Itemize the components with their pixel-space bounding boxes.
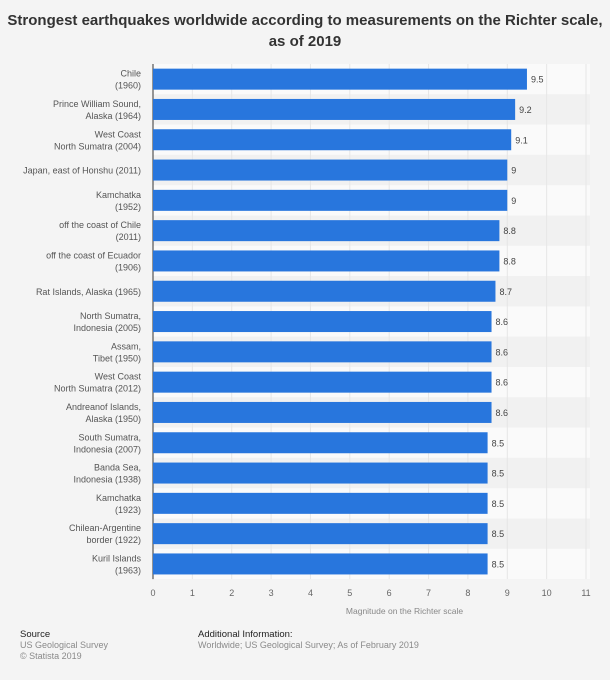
value-label: 8.5 bbox=[492, 499, 505, 509]
additional-info-block: Additional Information: Worldwide; US Ge… bbox=[198, 629, 419, 651]
category-label: Indonesia (1938) bbox=[73, 475, 141, 485]
x-tick-label: 6 bbox=[387, 588, 392, 598]
category-label: North Sumatra (2004) bbox=[54, 141, 141, 151]
bar bbox=[153, 401, 492, 423]
bar bbox=[153, 129, 512, 151]
category-label: (1923) bbox=[115, 505, 141, 515]
x-tick-label: 3 bbox=[269, 588, 274, 598]
value-label: 9.1 bbox=[515, 135, 528, 145]
value-label: 8.8 bbox=[503, 256, 516, 266]
category-label: (2011) bbox=[116, 232, 141, 242]
category-label: off the coast of Ecuador bbox=[46, 250, 141, 260]
x-tick-label: 0 bbox=[150, 588, 155, 598]
category-label: border (1922) bbox=[86, 535, 141, 545]
category-label: off the coast of Chile bbox=[59, 220, 141, 230]
value-label: 9.2 bbox=[519, 105, 532, 115]
x-tick-label: 2 bbox=[229, 588, 234, 598]
x-tick-label: 1 bbox=[190, 588, 195, 598]
bar bbox=[153, 189, 508, 211]
title-line-1: Strongest earthquakes worldwide accordin… bbox=[7, 12, 603, 29]
value-label: 9 bbox=[511, 196, 516, 206]
bar bbox=[153, 492, 488, 514]
x-tick-label: 11 bbox=[581, 588, 590, 598]
bar bbox=[153, 523, 488, 545]
category-label: Rat Islands, Alaska (1965) bbox=[36, 287, 141, 297]
category-label: Chilean-Argentine bbox=[69, 523, 141, 533]
value-label: 9.5 bbox=[531, 75, 544, 85]
value-label: 8.5 bbox=[492, 529, 505, 539]
category-label: Indonesia (2005) bbox=[73, 323, 141, 333]
bar bbox=[153, 371, 492, 393]
category-label: Kamchatka bbox=[96, 493, 141, 503]
bar bbox=[153, 280, 496, 302]
value-label: 8.6 bbox=[496, 408, 509, 418]
category-label: West Coast bbox=[95, 372, 142, 382]
category-label: North Sumatra (2012) bbox=[54, 384, 141, 394]
value-label: 8.5 bbox=[492, 559, 505, 569]
bar bbox=[153, 68, 527, 90]
bar bbox=[153, 98, 516, 120]
category-label: Tibet (1950) bbox=[93, 353, 141, 363]
source-heading: Source bbox=[20, 629, 51, 640]
bar bbox=[153, 553, 488, 575]
x-tick-label: 7 bbox=[426, 588, 431, 598]
value-label: 8.6 bbox=[496, 378, 509, 388]
source-text[interactable]: US Geological Survey bbox=[20, 640, 109, 650]
category-label: Japan, east of Honshu (2011) bbox=[23, 166, 141, 176]
category-label: Chile bbox=[120, 69, 141, 79]
x-axis-title: Magnitude on the Richter scale bbox=[346, 606, 463, 616]
category-label: (1963) bbox=[115, 565, 141, 575]
category-label: (1960) bbox=[115, 81, 141, 91]
copyright[interactable]: © Statista 2019 bbox=[20, 651, 82, 661]
x-tick-label: 10 bbox=[542, 588, 552, 598]
chart-title: Strongest earthquakes worldwide accordin… bbox=[0, 10, 610, 52]
bar bbox=[153, 250, 500, 272]
title-line-2: as of 2019 bbox=[268, 33, 342, 50]
value-label: 8.7 bbox=[499, 287, 512, 297]
category-label: Alaska (1950) bbox=[85, 414, 141, 424]
value-label: 8.5 bbox=[492, 469, 505, 479]
value-label: 8.5 bbox=[492, 438, 505, 448]
bar bbox=[153, 462, 488, 484]
source-block: Source US Geological Survey © Statista 2… bbox=[20, 629, 108, 662]
x-tick-label: 9 bbox=[505, 588, 510, 598]
value-label: 8.8 bbox=[503, 226, 516, 236]
category-label: Banda Sea, bbox=[94, 463, 141, 473]
category-label: Kamchatka bbox=[96, 190, 141, 200]
bar bbox=[153, 341, 492, 363]
bar bbox=[153, 220, 500, 242]
category-label: Indonesia (2007) bbox=[73, 444, 141, 454]
category-label: Alaska (1964) bbox=[85, 111, 141, 121]
value-label: 9 bbox=[511, 166, 516, 176]
bar bbox=[153, 432, 488, 454]
x-tick-label: 5 bbox=[347, 588, 352, 598]
category-label: (1906) bbox=[115, 262, 141, 272]
category-label: North Sumatra, bbox=[80, 311, 141, 321]
category-label: South Sumatra, bbox=[78, 432, 141, 442]
x-tick-label: 8 bbox=[465, 588, 470, 598]
bar bbox=[153, 311, 492, 333]
category-label: Assam, bbox=[111, 341, 141, 351]
category-label: (1952) bbox=[115, 202, 141, 212]
value-label: 8.6 bbox=[496, 347, 509, 357]
x-tick-label: 4 bbox=[308, 588, 313, 598]
info-text: Worldwide; US Geological Survey; As of F… bbox=[198, 640, 419, 650]
category-label: Kuril Islands bbox=[92, 553, 142, 563]
bar bbox=[153, 159, 508, 181]
category-label: Andreanof Islands, bbox=[66, 402, 141, 412]
category-label: Prince William Sound, bbox=[53, 99, 141, 109]
value-label: 8.6 bbox=[496, 317, 509, 327]
info-heading: Additional Information: bbox=[198, 629, 293, 640]
category-label: West Coast bbox=[95, 129, 142, 139]
